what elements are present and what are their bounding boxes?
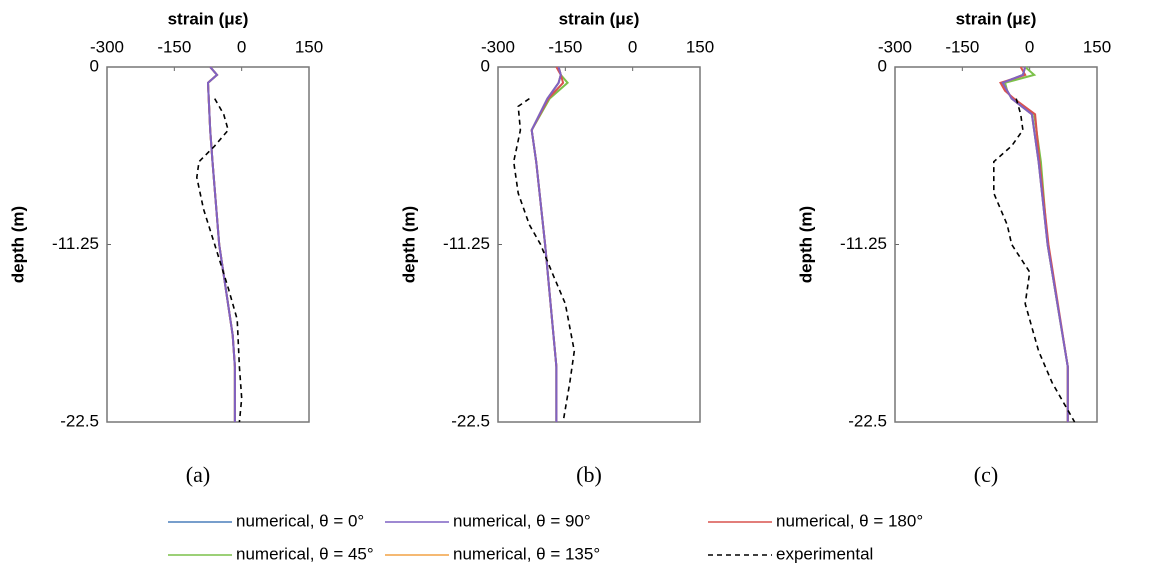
y-tick-label: 0 <box>481 56 490 75</box>
legend-label: numerical, θ = 90° <box>453 511 591 530</box>
y-tick-label: -11.25 <box>443 234 490 253</box>
plot-frame <box>497 66 701 423</box>
y-axis-title: depth (m) <box>796 206 815 283</box>
x-tick-label: -150 <box>157 37 191 56</box>
y-axis-title: depth (m) <box>8 206 27 283</box>
x-tick-label: -150 <box>548 37 582 56</box>
series-line <box>1001 66 1069 422</box>
series-line <box>993 98 1076 423</box>
x-axis-title: strain (με) <box>168 9 249 28</box>
x-tick-label: -300 <box>481 37 515 56</box>
y-axis-title: depth (m) <box>399 206 418 283</box>
series-line <box>206 66 236 422</box>
y-tick-label: -22.5 <box>848 411 887 430</box>
series-line <box>512 97 576 423</box>
legend-label: numerical, θ = 45° <box>236 544 374 563</box>
x-tick-label: 150 <box>295 37 323 56</box>
y-tick-label: -11.25 <box>52 234 99 253</box>
panel-label: (b) <box>576 462 602 487</box>
y-tick-label: 0 <box>878 56 887 75</box>
legend-label: experimental <box>776 544 873 563</box>
legend-label: numerical, θ = 135° <box>453 544 600 563</box>
series-line <box>530 66 562 422</box>
y-tick-label: -22.5 <box>451 411 490 430</box>
series-line <box>206 66 236 422</box>
x-tick-label: 0 <box>628 37 637 56</box>
x-axis-title: strain (με) <box>559 9 640 28</box>
legend-label: numerical, θ = 180° <box>776 511 923 530</box>
y-tick-label: 0 <box>90 56 99 75</box>
x-axis-title: strain (με) <box>956 9 1037 28</box>
y-tick-label: -11.25 <box>840 234 887 253</box>
series-line <box>206 66 236 422</box>
x-tick-label: -150 <box>945 37 979 56</box>
plot-frame <box>894 66 1098 423</box>
legend-label: numerical, θ = 0° <box>236 511 364 530</box>
plot-frame <box>106 66 310 423</box>
x-tick-label: 0 <box>237 37 246 56</box>
series-line <box>206 66 236 422</box>
x-tick-label: 0 <box>1025 37 1034 56</box>
x-tick-label: -300 <box>90 37 124 56</box>
series-line <box>195 98 243 423</box>
series-line <box>206 66 236 422</box>
x-tick-label: 150 <box>686 37 714 56</box>
panel-label: (a) <box>186 462 210 487</box>
y-tick-label: -22.5 <box>60 411 99 430</box>
x-tick-label: -300 <box>878 37 912 56</box>
x-tick-label: 150 <box>1083 37 1111 56</box>
panel-label: (c) <box>974 462 998 487</box>
